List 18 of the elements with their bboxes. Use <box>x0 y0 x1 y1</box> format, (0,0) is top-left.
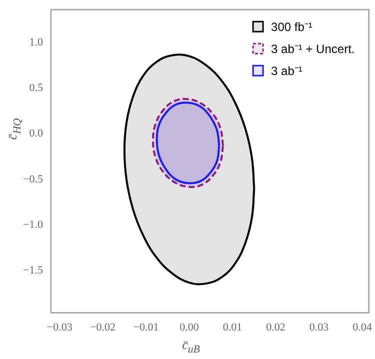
x-tick-label: −0.03 <box>46 321 73 334</box>
legend-label: 3 ab⁻¹ + Uncert. <box>271 42 355 56</box>
y-tick-label: 0.0 <box>29 128 44 140</box>
x-tick-label: 0.01 <box>222 321 242 334</box>
legend-label: 3 ab⁻¹ <box>271 64 302 78</box>
x-tick-label: 0.03 <box>309 321 330 334</box>
x-tick-label: −0.01 <box>133 321 159 334</box>
x-tick-label: 0.00 <box>180 321 200 334</box>
x-tick-label: −0.02 <box>90 321 116 334</box>
x-tick-label: 0.02 <box>266 321 286 334</box>
y-tick-label: −1.5 <box>22 264 44 277</box>
y-tick-label: 0.5 <box>29 82 44 94</box>
y-tick-label: −1.0 <box>22 219 44 232</box>
x-tick-label: 0.04 <box>352 321 372 334</box>
x-axis-title: c̄$_{uB}$ <box>182 337 200 356</box>
y-tick-label: 1.0 <box>29 36 44 48</box>
y-tick-label: −0.5 <box>22 173 44 186</box>
legend-label: 300 fb⁻¹ <box>271 20 312 34</box>
